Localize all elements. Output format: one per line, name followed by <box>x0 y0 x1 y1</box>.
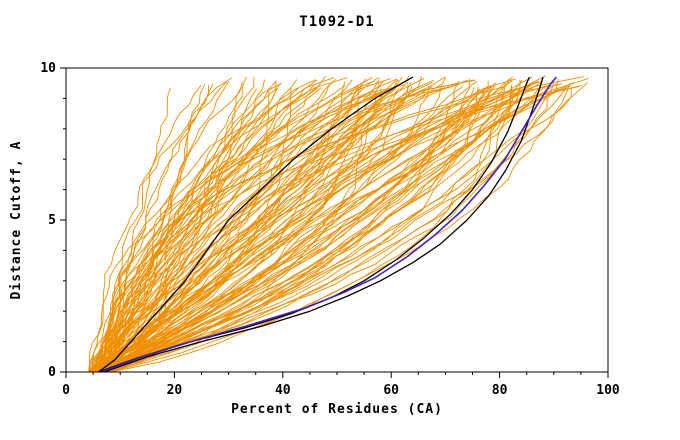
model-curve <box>99 87 299 373</box>
y-tick-label: 5 <box>48 213 56 228</box>
model-curve <box>104 82 409 373</box>
x-tick-label: 20 <box>167 383 183 398</box>
model-curve <box>102 84 202 373</box>
model-curve <box>98 77 380 373</box>
model-curve <box>102 88 258 373</box>
model-curve <box>98 85 507 373</box>
x-tick-label: 100 <box>596 383 620 398</box>
model-curve <box>89 79 318 373</box>
model-curve <box>109 79 474 373</box>
axis-ticks <box>60 67 609 378</box>
model-curve <box>111 88 560 373</box>
model-curve <box>101 86 568 373</box>
y-tick-label: 10 <box>40 61 56 76</box>
model-curve <box>107 87 392 373</box>
model-curve <box>91 85 453 373</box>
model-curve <box>108 81 277 373</box>
model-curve <box>103 83 214 373</box>
highlight-curve-blue <box>100 76 558 373</box>
model-curve <box>104 77 348 373</box>
model-curve <box>97 76 533 373</box>
model-curve <box>95 82 283 373</box>
model-curve <box>94 83 563 373</box>
reference-curve-right-black-a <box>103 76 544 373</box>
model-curve <box>99 78 516 373</box>
y-tick-label: 0 <box>48 365 56 380</box>
model-curves-ensemble <box>87 75 589 373</box>
x-tick-label: 60 <box>383 383 399 398</box>
model-curve <box>93 83 557 373</box>
model-curve <box>112 82 589 373</box>
model-curve <box>100 75 410 373</box>
model-curve <box>96 84 406 373</box>
reference-curve-upper-black <box>98 76 414 373</box>
model-curve <box>90 78 337 373</box>
y-axis-label: Distance Cutoff, A <box>9 141 24 300</box>
model-curve <box>95 81 575 373</box>
model-curve <box>93 79 521 373</box>
model-curve <box>108 81 243 373</box>
model-curve <box>112 79 399 373</box>
model-curve <box>97 78 510 373</box>
model-curve <box>102 83 280 373</box>
model-curve <box>113 88 277 373</box>
x-tick-label: 40 <box>275 383 291 398</box>
model-curve <box>112 87 171 373</box>
chart-title: T1092-D1 <box>299 14 374 30</box>
model-curve <box>102 79 468 373</box>
model-curve <box>96 88 382 373</box>
x-tick-label: 80 <box>492 383 508 398</box>
model-curve <box>89 77 232 373</box>
model-curve <box>88 77 373 373</box>
model-curve <box>110 82 571 373</box>
x-tick-label: 0 <box>62 383 70 398</box>
model-curve <box>102 78 470 373</box>
model-curve <box>90 76 513 373</box>
model-curve <box>88 78 398 373</box>
axis-tick-labels: 0 20 40 60 80 100 0 5 10 T1092-D1 Percent of Resid… <box>9 14 620 417</box>
model-curve <box>111 78 391 373</box>
model-curve <box>93 79 523 373</box>
model-curve <box>97 85 434 373</box>
model-curve <box>103 86 493 373</box>
x-axis-label: Percent of Residues (CA) <box>231 402 443 417</box>
model-curve <box>96 78 367 373</box>
